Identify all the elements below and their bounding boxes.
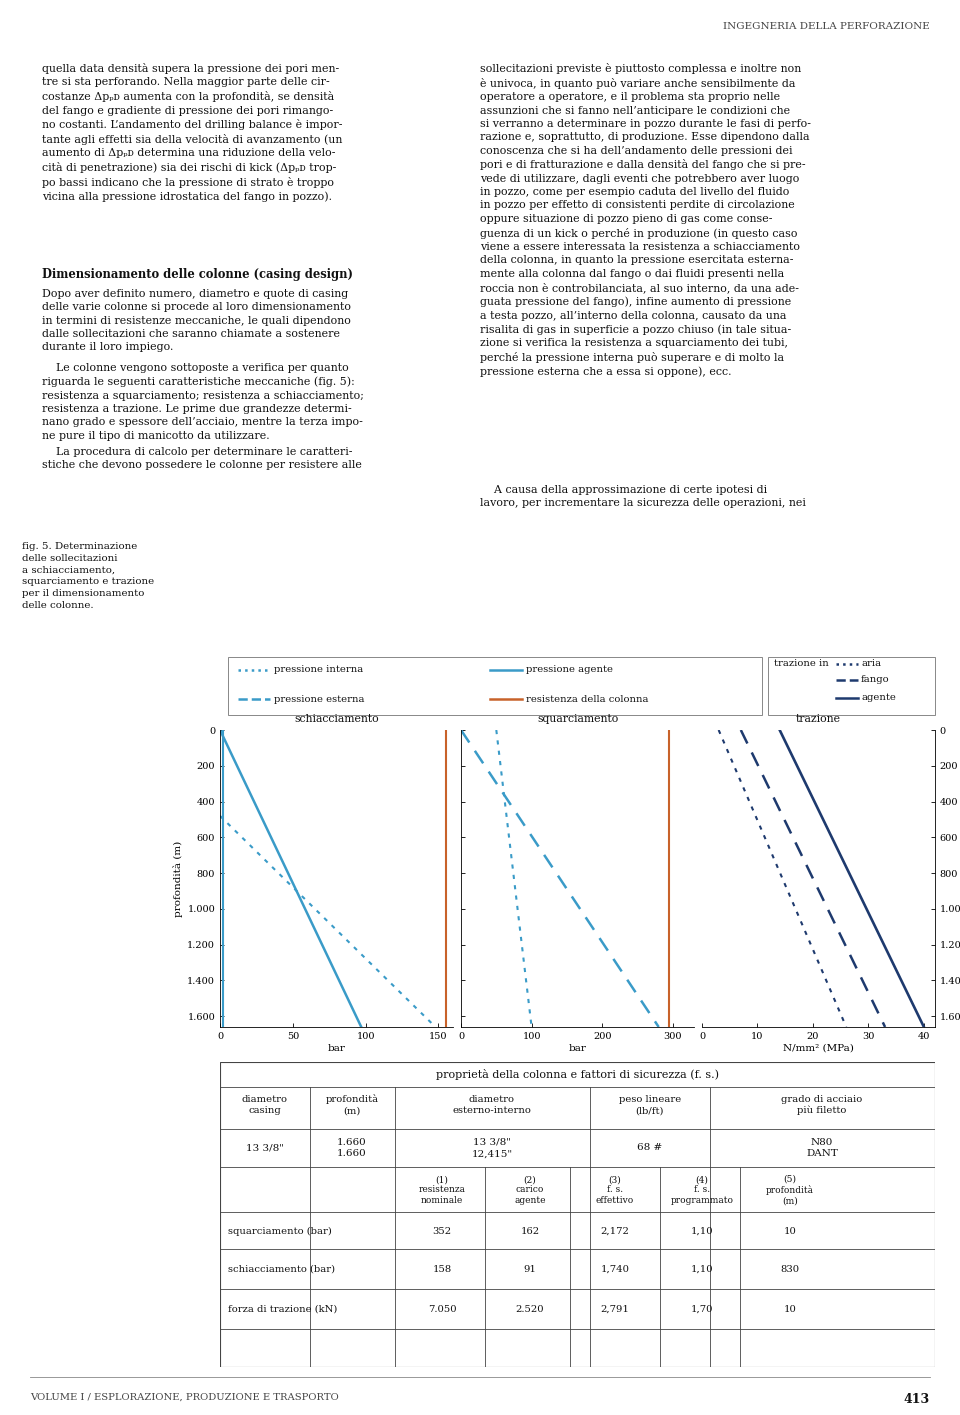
Text: 10: 10 (783, 1227, 797, 1235)
Text: peso lineare
(lb/ft): peso lineare (lb/ft) (619, 1095, 682, 1115)
Bar (768, 657, 935, 715)
Y-axis label: profondità (m): profondità (m) (173, 841, 183, 917)
Text: VOLUME I / ESPLORAZIONE, PRODUZIONE E TRASPORTO: VOLUME I / ESPLORAZIONE, PRODUZIONE E TR… (30, 1392, 339, 1402)
Text: forza di trazione (kN): forza di trazione (kN) (228, 1305, 337, 1313)
X-axis label: bar: bar (327, 1044, 346, 1053)
Text: Le colonne vengono sottoposte a verifica per quanto
riguarda le seguenti caratte: Le colonne vengono sottoposte a verifica… (42, 364, 364, 440)
Text: pressione agente: pressione agente (526, 665, 613, 675)
Text: profondità
(m): profondità (m) (325, 1095, 378, 1115)
Text: diametro
casing: diametro casing (242, 1095, 288, 1115)
Text: squarciamento: squarciamento (537, 715, 618, 724)
Text: resistenza della colonna: resistenza della colonna (526, 695, 649, 703)
Text: 91: 91 (523, 1265, 537, 1274)
Text: proprietà della colonna e fattori di sicurezza (f. s.): proprietà della colonna e fattori di sic… (436, 1070, 719, 1081)
Text: (5)
profondità
(m): (5) profondità (m) (766, 1174, 814, 1206)
Text: diametro
esterno-interno: diametro esterno-interno (452, 1095, 532, 1115)
Text: 158: 158 (432, 1265, 451, 1274)
Text: 2,172: 2,172 (601, 1227, 630, 1235)
Text: 413: 413 (904, 1392, 930, 1407)
Text: (1)
resistenza
nominale: (1) resistenza nominale (419, 1174, 466, 1206)
Text: 13 3/8"
12,415": 13 3/8" 12,415" (471, 1138, 513, 1159)
Text: 1,740: 1,740 (601, 1265, 630, 1274)
Text: trazione in: trazione in (774, 659, 828, 668)
Text: 13 3/8": 13 3/8" (246, 1143, 284, 1152)
Text: N80
DANT: N80 DANT (806, 1138, 838, 1159)
Text: 1,10: 1,10 (690, 1265, 713, 1274)
Text: aria: aria (861, 659, 881, 668)
Text: 1,70: 1,70 (691, 1305, 713, 1313)
Text: 68 #: 68 # (637, 1143, 662, 1152)
Text: 1,10: 1,10 (690, 1227, 713, 1235)
Text: fig. 5. Determinazione
delle sollecitazioni
a schiacciamento,
squarciamento e tr: fig. 5. Determinazione delle sollecitazi… (22, 542, 155, 610)
Bar (228, 657, 762, 715)
Text: 162: 162 (520, 1227, 540, 1235)
Text: (3)
f. s.
effettivo: (3) f. s. effettivo (596, 1174, 635, 1206)
Text: fango: fango (861, 675, 890, 685)
Text: agente: agente (861, 693, 896, 702)
Text: pressione interna: pressione interna (274, 665, 363, 675)
Text: La procedura di calcolo per determinare le caratteri-
stiche che devono posseder: La procedura di calcolo per determinare … (42, 447, 362, 470)
X-axis label: N/mm² (MPa): N/mm² (MPa) (783, 1044, 854, 1053)
Text: grado di acciaio
più filetto: grado di acciaio più filetto (781, 1095, 863, 1115)
Text: 7.050: 7.050 (428, 1305, 456, 1313)
Text: INGEGNERIA DELLA PERFORAZIONE: INGEGNERIA DELLA PERFORAZIONE (723, 23, 930, 31)
Text: 2.520: 2.520 (516, 1305, 544, 1313)
Text: trazione: trazione (796, 715, 841, 724)
Text: schiacciamento (bar): schiacciamento (bar) (228, 1265, 335, 1274)
Text: 2,791: 2,791 (601, 1305, 630, 1313)
Text: (4)
f. s.
programmato: (4) f. s. programmato (670, 1174, 733, 1206)
Text: 1.660
1.660: 1.660 1.660 (337, 1138, 367, 1159)
Text: squarciamento (bar): squarciamento (bar) (228, 1227, 332, 1235)
Text: 830: 830 (780, 1265, 800, 1274)
Text: sollecitazioni previste è piuttosto complessa e inoltre non
è univoca, in quanto: sollecitazioni previste è piuttosto comp… (480, 64, 811, 378)
X-axis label: bar: bar (568, 1044, 587, 1053)
Text: 10: 10 (783, 1305, 797, 1313)
Text: 352: 352 (432, 1227, 451, 1235)
Text: schiacciamento: schiacciamento (294, 715, 379, 724)
Text: (2)
carico
agente: (2) carico agente (515, 1174, 545, 1206)
Text: pressione esterna: pressione esterna (274, 695, 365, 703)
Text: Dopo aver definito numero, diametro e quote di casing
delle varie colonne si pro: Dopo aver definito numero, diametro e qu… (42, 289, 351, 352)
Text: Dimensionamento delle colonne (casing design): Dimensionamento delle colonne (casing de… (42, 267, 353, 282)
Text: A causa della approssimazione di certe ipotesi di
lavoro, per incrementare la si: A causa della approssimazione di certe i… (480, 485, 805, 508)
Text: quella data densità supera la pressione dei pori men-
tre si sta perforando. Nel: quella data densità supera la pressione … (42, 64, 343, 202)
